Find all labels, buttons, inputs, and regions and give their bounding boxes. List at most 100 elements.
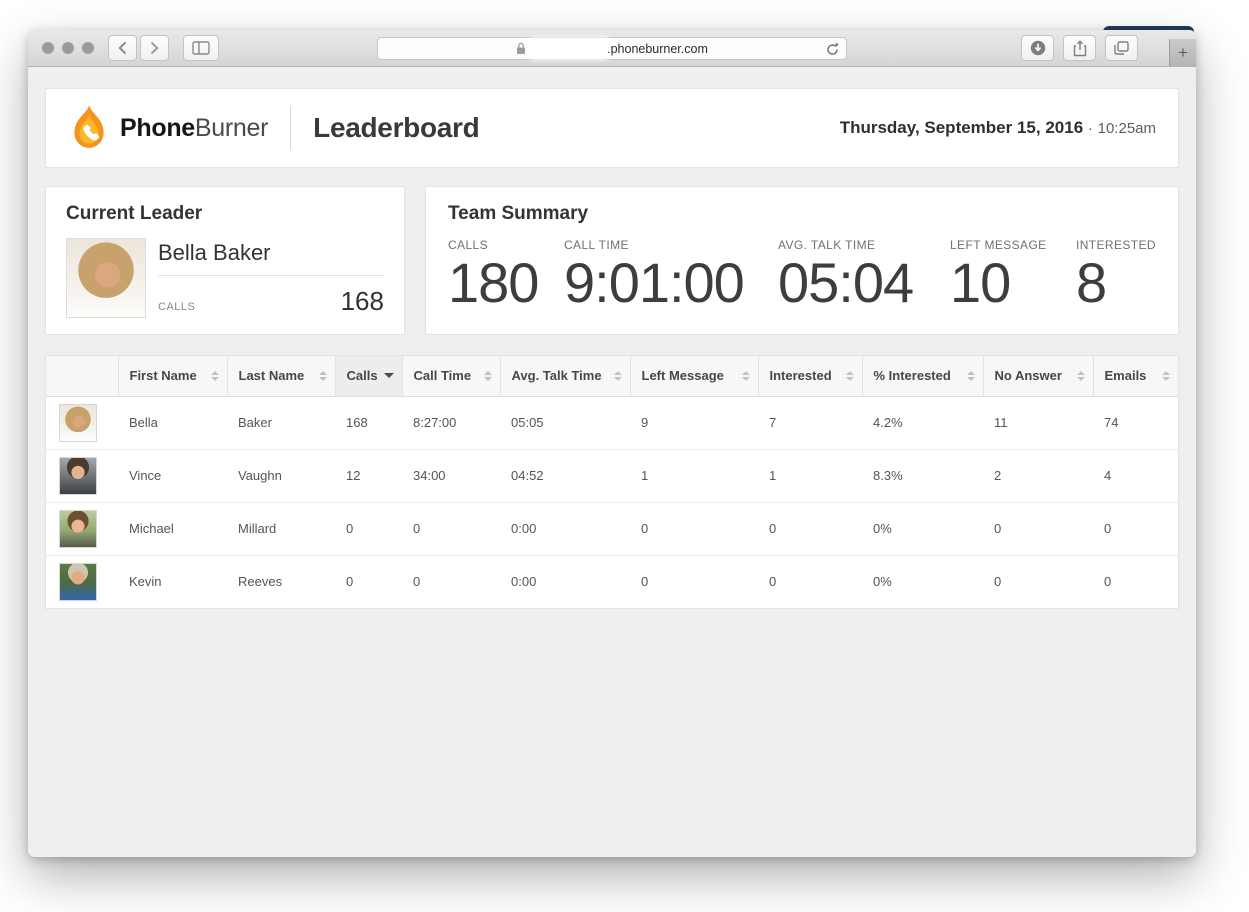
column-label: First Name xyxy=(129,368,197,384)
column-label: Emails xyxy=(1104,368,1147,384)
stat-value: 05:04 xyxy=(777,251,914,314)
table-cell: 4.2% xyxy=(862,396,983,449)
stat-label: CALL TIME xyxy=(563,238,629,252)
table-cell: 168 xyxy=(335,396,402,449)
table-row: Kevin Reeves 0 0 0:00 0 0 0% 0 0 xyxy=(46,554,1178,608)
sort-toggle-icon xyxy=(1162,370,1170,381)
summary-stat: LEFT MESSAGE 10 xyxy=(950,238,1076,313)
column-header-interested[interactable]: Interested xyxy=(758,356,863,397)
forward-button[interactable] xyxy=(140,35,169,61)
column-header-avg-talk-time[interactable]: Avg. Talk Time xyxy=(500,356,631,397)
page-header: PhoneBurner Leaderboard Thursday, Septem… xyxy=(45,88,1179,168)
current-leader-body: Bella Baker CALLS 168 xyxy=(66,238,384,318)
plus-icon: + xyxy=(1178,43,1188,62)
column-header-no-answer[interactable]: No Answer xyxy=(983,356,1094,397)
column-header-interested[interactable]: % Interested xyxy=(862,356,984,397)
brand-light: Burner xyxy=(194,113,269,142)
tab-overview-button[interactable] xyxy=(1105,35,1138,61)
table-cell: Kevin xyxy=(118,554,227,608)
reload-button[interactable] xyxy=(826,42,839,60)
brand-bold: Phone xyxy=(120,113,195,142)
url-host: .phoneburner.com xyxy=(607,41,708,56)
table-cell: 0 xyxy=(758,554,862,608)
stat-label: INTERESTED xyxy=(1075,238,1156,252)
column-header-first-name[interactable]: First Name xyxy=(118,356,228,397)
leader-stat-label: CALLS xyxy=(158,301,196,313)
toolbar-right-buttons xyxy=(1021,35,1138,61)
table-cell: Reeves xyxy=(227,554,335,608)
avatar xyxy=(59,562,97,601)
sort-desc-icon xyxy=(383,373,394,379)
stat-value: 9:01:00 xyxy=(563,251,745,314)
zoom-window-button[interactable] xyxy=(82,42,94,54)
downloads-icon xyxy=(1030,40,1045,56)
table-cell: 0 xyxy=(1093,554,1178,608)
redacted-subdomain xyxy=(532,41,607,56)
tab-overview-icon xyxy=(1114,41,1129,55)
team-summary-card: Team Summary CALLS 180 CALL TIME 9:01:00 AVG… xyxy=(424,186,1179,335)
column-header-last-name[interactable]: Last Name xyxy=(227,356,336,397)
summary-stat: INTERESTED 8 xyxy=(1076,238,1156,313)
report-date: Thursday, September 15, 2016 xyxy=(839,118,1084,137)
sort-toggle-icon xyxy=(741,370,750,381)
back-button[interactable] xyxy=(108,35,137,61)
table-cell: 2 xyxy=(983,448,1093,502)
column-header-emails[interactable]: Emails xyxy=(1093,356,1178,397)
leaderboard-table-card: First Name Last Name Calls Call Time Avg. Ta… xyxy=(45,355,1179,609)
column-label: Avg. Talk Time xyxy=(511,368,602,384)
team-summary-title: Team Summary xyxy=(447,203,589,224)
table-cell: 0 xyxy=(335,554,402,608)
column-header-left-message[interactable]: Left Message xyxy=(630,356,759,397)
browser-window: .phoneburner.com + xyxy=(28,30,1196,857)
avatar-cell xyxy=(46,501,118,555)
column-label: Last Name xyxy=(238,368,305,384)
leaderboard-table-body: Bella Baker 168 8:27:00 05:05 9 7 4.2% 11 74 Vince… xyxy=(46,396,1178,608)
summary-stats: CALLS 180 CALL TIME 9:01:00 AVG. TALK TIME 05… xyxy=(448,238,1156,313)
avatar-cell xyxy=(46,554,118,608)
sort-toggle-icon xyxy=(483,370,492,381)
table-cell: 0:00 xyxy=(500,554,630,608)
table-header-row: First Name Last Name Calls Call Time Avg. Ta… xyxy=(46,356,1178,397)
avatar xyxy=(59,403,97,442)
column-label: Call Time xyxy=(413,368,472,384)
sort-toggle-icon xyxy=(1076,370,1085,381)
table-row: Bella Baker 168 8:27:00 05:05 9 7 4.2% 11 74 xyxy=(46,396,1178,449)
table-cell: 7 xyxy=(758,396,862,449)
phoneburner-logo: PhoneBurner xyxy=(68,104,268,152)
stat-value: 10 xyxy=(949,251,1011,314)
browser-toolbar: .phoneburner.com + xyxy=(28,30,1196,67)
summary-cards-row: Current Leader Bella Baker CALLS 168 Tea… xyxy=(45,186,1179,335)
new-tab-button[interactable]: + xyxy=(1169,39,1196,67)
sort-toggle-icon xyxy=(966,370,975,381)
sidebar-toggle-button[interactable] xyxy=(183,35,219,61)
column-header-calls[interactable]: Calls xyxy=(335,356,403,397)
sort-toggle-icon xyxy=(210,370,219,381)
table-cell: 9 xyxy=(630,396,758,449)
brand-name: PhoneBurner xyxy=(120,114,268,143)
page-content: PhoneBurner Leaderboard Thursday, Septem… xyxy=(28,67,1196,857)
stat-label: AVG. TALK TIME xyxy=(777,238,876,252)
leader-stat: CALLS 168 xyxy=(158,286,384,317)
table-cell: 0:00 xyxy=(500,501,630,555)
table-row: Vince Vaughn 12 34:00 04:52 1 1 8.3% 2 4 xyxy=(46,448,1178,502)
summary-stat: CALLS 180 xyxy=(448,238,564,313)
address-bar[interactable]: .phoneburner.com xyxy=(377,37,847,60)
avatar-cell xyxy=(46,448,118,502)
table-cell: 0 xyxy=(758,501,862,555)
share-button[interactable] xyxy=(1063,35,1096,61)
table-cell: 0 xyxy=(983,554,1093,608)
current-leader-card: Current Leader Bella Baker CALLS 168 xyxy=(45,186,405,335)
table-row: Michael Millard 0 0 0:00 0 0 0% 0 0 xyxy=(46,501,1178,555)
downloads-button[interactable] xyxy=(1021,35,1054,61)
leader-details: Bella Baker CALLS 168 xyxy=(158,238,384,318)
share-icon xyxy=(1073,39,1086,56)
avatar-cell xyxy=(46,396,118,449)
column-header-call-time[interactable]: Call Time xyxy=(402,356,501,397)
minimize-window-button[interactable] xyxy=(62,42,74,54)
table-cell: 0 xyxy=(402,501,500,555)
close-window-button[interactable] xyxy=(42,42,54,54)
leaderboard-table: First Name Last Name Calls Call Time Avg. Ta… xyxy=(46,356,1178,608)
stat-value: 8 xyxy=(1075,251,1107,314)
column-label: % Interested xyxy=(873,368,951,384)
table-cell: Vince xyxy=(118,448,227,502)
